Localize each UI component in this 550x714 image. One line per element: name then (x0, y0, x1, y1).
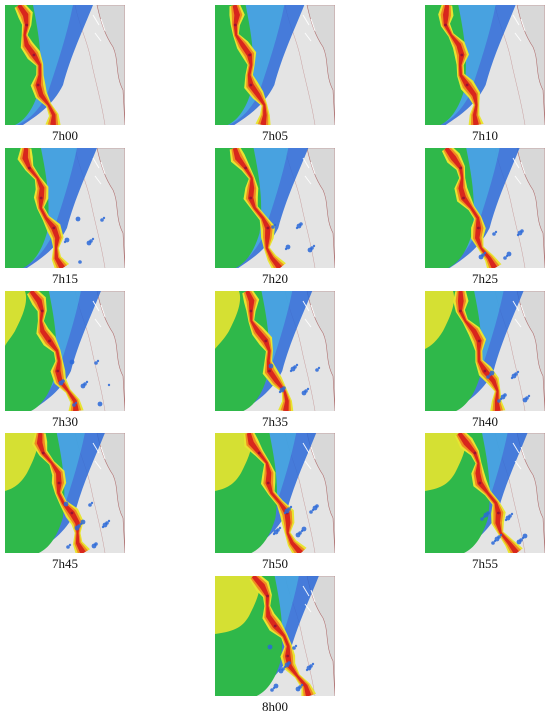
frame-time-label: 8h00 (262, 699, 288, 714)
frame-time-label: 7h25 (472, 271, 498, 286)
frame-time-label: 7h40 (472, 414, 498, 429)
radar-image (5, 5, 125, 125)
radar-image (215, 148, 335, 268)
radar-frame: 7h20 (215, 148, 335, 286)
frame-time-label: 7h20 (262, 271, 288, 286)
radar-frame: 7h50 (215, 433, 335, 571)
frame-time-label: 7h15 (52, 271, 78, 286)
radar-frame: 7h05 (215, 5, 335, 143)
radar-image (5, 291, 125, 411)
radar-frame: 7h55 (425, 433, 545, 571)
radar-frame: 7h10 (425, 5, 545, 143)
frame-time-label: 7h00 (52, 128, 78, 143)
radar-image (5, 148, 125, 268)
frame-time-label: 7h10 (472, 128, 498, 143)
frame-time-label: 7h35 (262, 414, 288, 429)
radar-frame: 7h00 (5, 5, 125, 143)
radar-frame: 8h00 (215, 576, 335, 714)
radar-image (215, 5, 335, 125)
radar-image (425, 291, 545, 411)
frame-time-label: 7h45 (52, 556, 78, 571)
radar-image (425, 5, 545, 125)
radar-image (215, 291, 335, 411)
frame-time-label: 7h55 (472, 556, 498, 571)
frame-time-label: 7h30 (52, 414, 78, 429)
radar-image (425, 433, 545, 553)
frame-time-label: 7h50 (262, 556, 288, 571)
radar-image (5, 433, 125, 553)
radar-frame: 7h40 (425, 291, 545, 429)
radar-image (215, 433, 335, 553)
radar-frame: 7h15 (5, 148, 125, 286)
radar-image (215, 576, 335, 696)
radar-image (425, 148, 545, 268)
radar-frame: 7h45 (5, 433, 125, 571)
frame-time-label: 7h05 (262, 128, 288, 143)
radar-frame: 7h30 (5, 291, 125, 429)
radar-frame: 7h35 (215, 291, 335, 429)
radar-frame: 7h25 (425, 148, 545, 286)
